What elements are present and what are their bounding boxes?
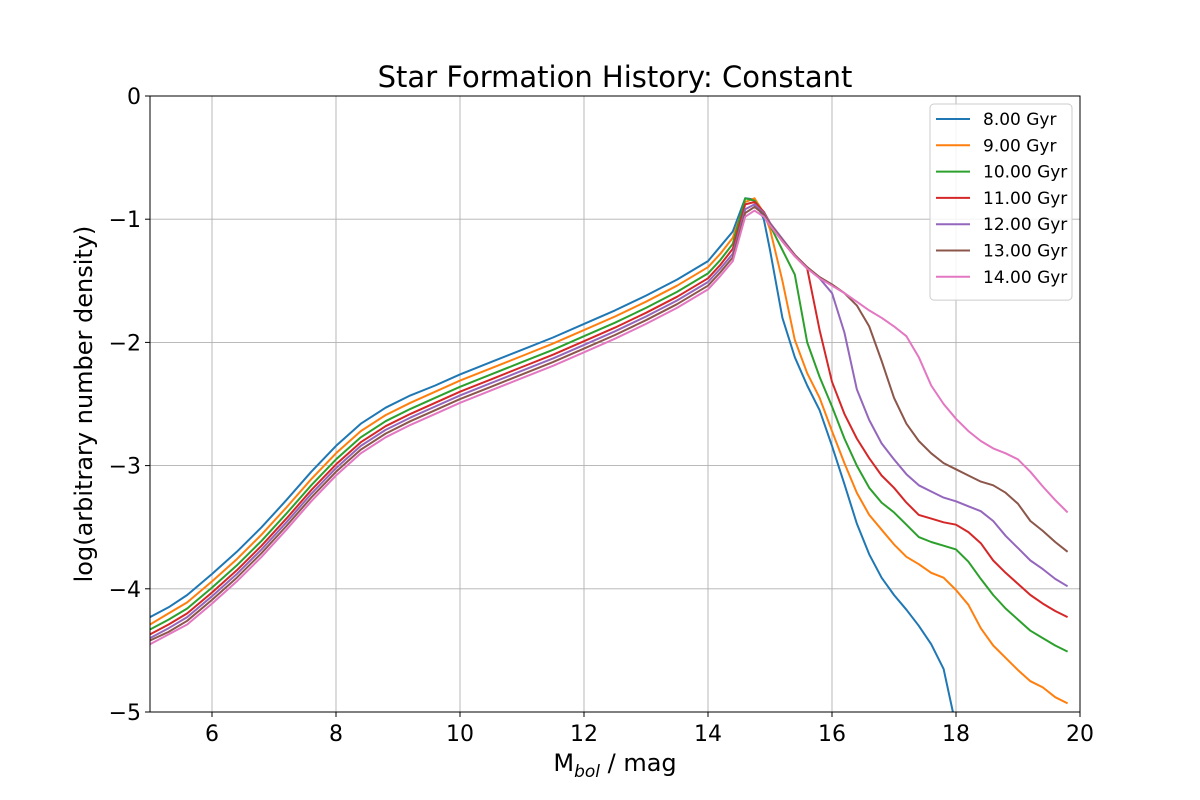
x-tick-label: 8: [329, 722, 343, 747]
y-tick-label: −3: [109, 455, 141, 480]
x-axis-title: Mbol / mag: [553, 749, 676, 782]
x-tick-label: 20: [1066, 722, 1094, 747]
legend-label: 10.00 Gyr: [983, 163, 1067, 183]
x-tick-label: 6: [205, 722, 219, 747]
x-axis-title-unit: / mag: [600, 749, 677, 777]
chart-title: Star Formation History: Constant: [378, 60, 853, 94]
legend: 8.00 Gyr 9.00 Gyr 10.00 Gyr 11.00 Gyr 12.00 …: [929, 103, 1073, 301]
y-tick-label: −2: [109, 331, 141, 356]
x-axis-title-main: M: [553, 749, 574, 777]
legend-label: 12.00 Gyr: [983, 215, 1067, 235]
x-tick-label: 10: [446, 722, 474, 747]
legend-label: 13.00 Gyr: [983, 242, 1067, 262]
x-tick-label: 14: [694, 722, 722, 747]
series-line-4: [150, 201, 1069, 636]
series-line-6: [150, 205, 1069, 642]
series-line-1: [150, 197, 954, 712]
legend-label: 9.00 Gyr: [983, 136, 1056, 156]
series-layer: [150, 197, 1069, 712]
x-tick-label: 16: [818, 722, 846, 747]
y-axis-title: log(arbitrary number density): [70, 226, 98, 583]
x-axis: 6 8 10 12 14 16 18 20: [205, 712, 1094, 747]
series-line-5: [150, 203, 1069, 639]
legend-label: 8.00 Gyr: [983, 110, 1056, 130]
y-tick-label: 0: [127, 85, 141, 110]
legend-label: 14.00 Gyr: [983, 268, 1067, 288]
y-tick-label: −1: [109, 208, 141, 233]
plot-frame: [149, 95, 1081, 713]
y-tick-label: −4: [109, 578, 141, 603]
x-tick-label: 12: [570, 722, 598, 747]
x-tick-label: 18: [942, 722, 970, 747]
x-axis-title-subscript: bol: [574, 762, 600, 782]
legend-label: 11.00 Gyr: [983, 189, 1067, 209]
y-axis: 0 −1 −2 −3 −4 −5: [109, 85, 150, 726]
y-tick-label: −5: [109, 701, 141, 726]
series-line-7: [150, 209, 1069, 646]
